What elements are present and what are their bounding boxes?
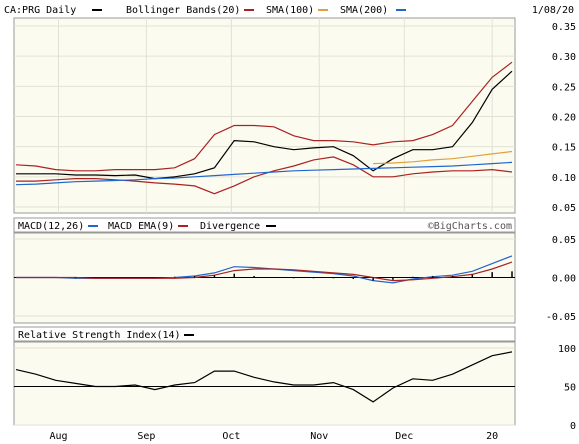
macd-y-tick-label: -0.05 (546, 312, 576, 323)
x-tick-label: Aug (49, 431, 67, 442)
price-series-line-3 (373, 150, 513, 165)
price-y-axis: 0.05 0.10 0.15 0.20 0.25 0.30 0.35 (552, 22, 576, 214)
rsi-y-tick-label: 0 (570, 421, 576, 432)
rsi-series (15, 351, 513, 403)
x-tick-label: Nov (310, 431, 328, 442)
price-series-line-4 (15, 161, 513, 186)
bigcharts-watermark: ©BigCharts.com (428, 221, 512, 232)
divergence-legend-swatch (266, 225, 276, 227)
sma100-label: SMA(100) (266, 5, 314, 16)
rsi-label: Relative Strength Index(14) (18, 330, 181, 341)
x-tick-label: Oct (222, 431, 240, 442)
x-tick-label: Sep (137, 431, 155, 442)
price-y-tick-label: 0.25 (552, 82, 576, 93)
bollinger-legend-swatch (244, 9, 254, 11)
rsi-y-axis: 0 50 100 (558, 344, 576, 432)
price-series-line-1 (15, 61, 513, 172)
price-y-tick-label: 0.15 (552, 143, 576, 154)
macd-ema-label: MACD EMA(9) (108, 221, 174, 232)
bollinger-label: Bollinger Bands(20) (126, 5, 240, 16)
x-tick-label: 20 (486, 431, 498, 442)
macd-gridlines (14, 238, 515, 317)
rsi-series-line-0 (15, 351, 513, 403)
macd-legend-swatch (88, 225, 98, 227)
symbol-label: CA:PRG Daily (4, 5, 76, 16)
price-y-tick-label: 0.30 (552, 52, 576, 63)
sma200-label: SMA(200) (340, 5, 388, 16)
macd-series-line-1 (16, 261, 513, 282)
macd-label: MACD(12,26) (18, 221, 84, 232)
x-axis: Aug Sep Oct Nov Dec 20 (49, 431, 498, 442)
price-y-tick-label: 0.10 (552, 173, 576, 184)
macd-series (16, 255, 513, 284)
price-series-line-0 (16, 70, 513, 180)
price-series (15, 61, 513, 195)
rsi-panel (13, 341, 516, 426)
price-y-tick-label: 0.20 (552, 113, 576, 124)
x-tick-label: Dec (395, 431, 413, 442)
price-y-tick-label: 0.35 (552, 22, 576, 33)
macd-ema-legend-swatch (178, 225, 188, 227)
rsi-legend-bar (13, 326, 516, 342)
chart-date: 1/08/20 (532, 5, 574, 16)
rsi-y-tick-label: 50 (564, 383, 576, 394)
sma100-legend-swatch (318, 9, 328, 11)
price-series-line-2 (16, 156, 513, 195)
sma200-legend-swatch (396, 9, 406, 11)
macd-y-axis: -0.05 0.00 0.05 (546, 235, 576, 323)
macd-y-tick-label: 0.05 (552, 235, 576, 246)
price-legend-swatch (92, 9, 102, 11)
rsi-y-tick-label: 100 (558, 344, 576, 355)
rsi-legend-swatch (184, 334, 194, 336)
price-y-tick-label: 0.05 (552, 203, 576, 214)
divergence-label: Divergence (200, 221, 260, 232)
price-panel (13, 17, 516, 214)
macd-y-tick-label: 0.00 (552, 274, 576, 285)
macd-legend-bar (13, 217, 516, 233)
